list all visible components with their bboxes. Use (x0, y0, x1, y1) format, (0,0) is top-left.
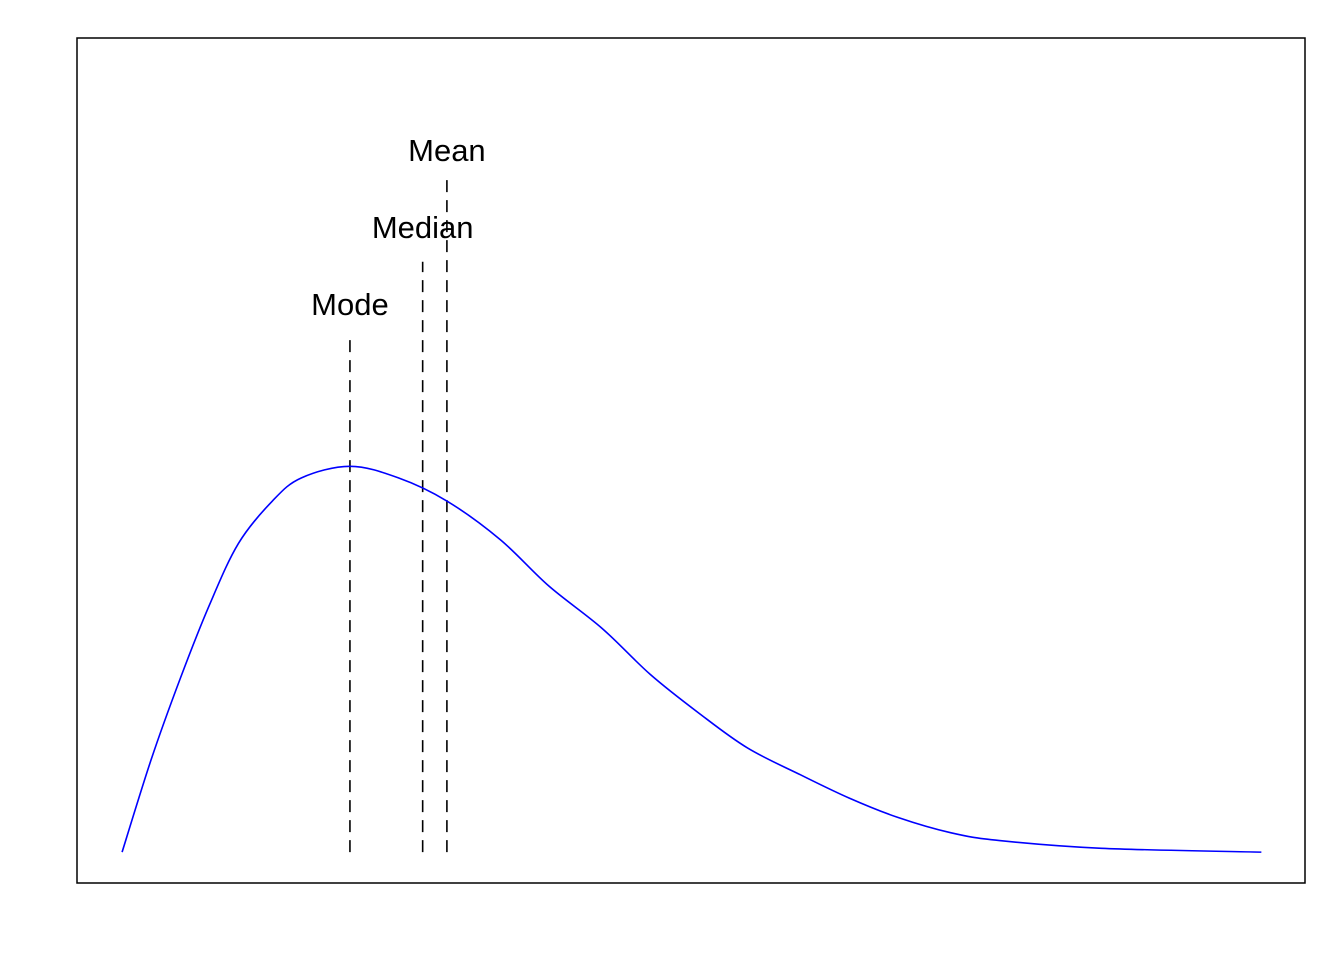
annotation-label-mode: Mode (311, 287, 389, 322)
annotation-label-mean: Mean (408, 133, 486, 168)
plot-frame (76, 37, 1306, 884)
annotation-label-median: Median (372, 210, 474, 245)
density-curve (121, 465, 1262, 853)
